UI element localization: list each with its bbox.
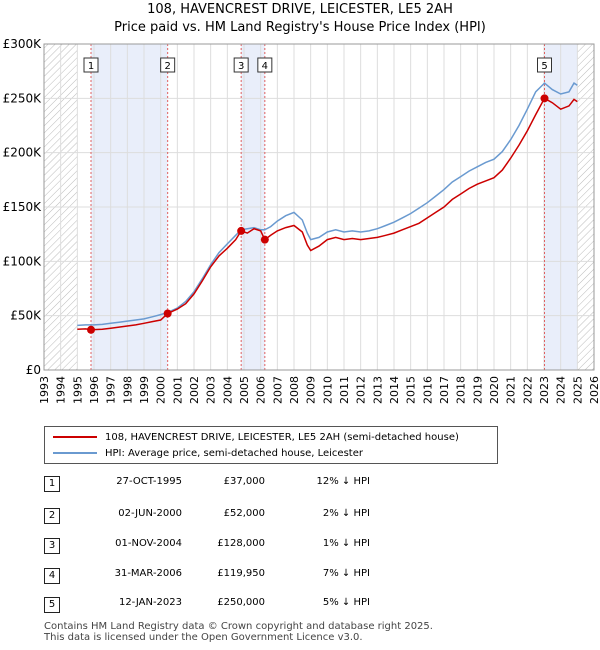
x-tick-label: 1998 xyxy=(121,376,134,404)
y-tick-label: £250K xyxy=(3,91,43,105)
x-tick-label: 2015 xyxy=(405,376,418,404)
x-tick-label: 2020 xyxy=(488,376,501,404)
x-tick-label: 2023 xyxy=(538,376,551,404)
transaction-row: 4 31-MAR-2006 £119,950 7% ↓ HPI xyxy=(0,568,600,584)
transaction-price: £128,000 xyxy=(217,538,265,549)
plot-frame xyxy=(43,43,595,371)
x-tick-label: 2025 xyxy=(571,376,584,404)
x-tick-label: 2003 xyxy=(205,376,218,404)
x-tick-label: 2024 xyxy=(555,376,568,404)
x-tick-label: 1999 xyxy=(138,376,151,404)
x-tick-label: 2000 xyxy=(155,376,168,404)
transaction-number: 1 xyxy=(44,476,60,492)
footer-licence: This data is licensed under the Open Gov… xyxy=(44,632,363,643)
x-tick-label: 2018 xyxy=(455,376,468,404)
sale-point xyxy=(163,309,172,318)
y-tick-label: £0 xyxy=(26,363,41,377)
sale-number-box xyxy=(233,57,249,73)
sale-number-box xyxy=(83,57,99,73)
legend: 108, HAVENCREST DRIVE, LEICESTER, LE5 2A… xyxy=(44,426,498,464)
transaction-price: £119,950 xyxy=(217,568,265,579)
x-tick-label: 1997 xyxy=(105,376,118,404)
transaction-price: £52,000 xyxy=(223,508,265,519)
x-tick-label: 2014 xyxy=(388,376,401,404)
x-tick-label: 2005 xyxy=(238,376,251,404)
y-tick-label: £200K xyxy=(3,146,43,160)
x-tick-label: 1995 xyxy=(71,376,84,404)
transaction-number: 2 xyxy=(44,508,60,524)
x-tick-label: 2022 xyxy=(521,376,534,404)
sale-point xyxy=(260,235,269,244)
x-tick-label: 2026 xyxy=(588,376,600,404)
x-tick-label: 2002 xyxy=(188,376,201,404)
chart-title: 108, HAVENCREST DRIVE, LEICESTER, LE5 2A… xyxy=(147,2,453,17)
x-tick-label: 2017 xyxy=(438,376,451,404)
transaction-date: 12-JAN-2023 xyxy=(118,597,182,608)
sale-point xyxy=(87,325,95,334)
legend-label-hpi: HPI: Average price, semi-detached house,… xyxy=(105,447,363,459)
sale-number-label: 4 xyxy=(262,61,268,72)
x-tick-label: 1996 xyxy=(88,376,101,404)
transaction-date: 31-MAR-2006 xyxy=(114,568,182,579)
x-tick-label: 2012 xyxy=(355,376,368,404)
x-tick-label: 2013 xyxy=(371,376,384,404)
sale-number-box xyxy=(160,57,176,73)
transaction-number: 4 xyxy=(44,568,60,584)
legend-label-property: 108, HAVENCREST DRIVE, LEICESTER, LE5 2A… xyxy=(105,431,459,443)
transaction-row: 1 27-OCT-1995 £37,000 12% ↓ HPI xyxy=(0,476,600,492)
x-tick-label: 2011 xyxy=(338,376,351,404)
y-tick-label: £100K xyxy=(3,254,43,268)
legend-item-property: 108, HAVENCREST DRIVE, LEICESTER, LE5 2A… xyxy=(53,430,459,444)
x-tick-label: 2009 xyxy=(305,376,318,404)
y-tick-label: £300K xyxy=(3,37,43,51)
sale-number-label: 1 xyxy=(88,61,94,72)
transaction-date: 27-OCT-1995 xyxy=(116,476,182,487)
transaction-hpi: 5% ↓ HPI xyxy=(322,597,370,608)
transaction-date: 02-JUN-2000 xyxy=(118,508,182,519)
sale-number-label: 5 xyxy=(541,61,547,72)
x-tick-label: 2007 xyxy=(271,376,284,404)
sale-point xyxy=(237,226,246,235)
x-tick-label: 2010 xyxy=(321,376,334,404)
sale-point xyxy=(540,94,549,103)
sale-number-label: 3 xyxy=(238,61,244,72)
x-tick-label: 2016 xyxy=(421,376,434,404)
sale-number-box xyxy=(257,57,273,73)
transaction-price: £250,000 xyxy=(217,597,265,608)
x-tick-label: 1993 xyxy=(38,376,51,404)
x-tick-label: 2008 xyxy=(288,376,301,404)
transaction-number: 3 xyxy=(44,538,60,554)
chart-subtitle: Price paid vs. HM Land Registry's House … xyxy=(114,20,486,35)
transaction-hpi: 1% ↓ HPI xyxy=(322,538,370,549)
transaction-row: 2 02-JUN-2000 £52,000 2% ↓ HPI xyxy=(0,508,600,524)
y-tick-label: £50K xyxy=(10,309,42,323)
x-tick-label: 2001 xyxy=(171,376,184,404)
transaction-number: 5 xyxy=(44,597,60,613)
legend-swatch-property xyxy=(53,436,97,438)
transaction-hpi: 12% ↓ HPI xyxy=(316,476,370,487)
x-tick-label: 2004 xyxy=(221,376,234,404)
chart-area: 1 2 3 4 5 £0 £50K £100K £150K £200K £250K £300K 1993… xyxy=(3,37,600,404)
y-tick-label: £150K xyxy=(3,200,43,214)
transaction-hpi: 2% ↓ HPI xyxy=(322,508,370,519)
footer-notice: Contains HM Land Registry data © Crown c… xyxy=(44,621,433,643)
transaction-row: 3 01-NOV-2004 £128,000 1% ↓ HPI xyxy=(0,538,600,554)
transaction-row: 5 12-JAN-2023 £250,000 5% ↓ HPI xyxy=(0,597,600,613)
legend-item-hpi: HPI: Average price, semi-detached house,… xyxy=(53,446,363,460)
x-tick-label: 2019 xyxy=(471,376,484,404)
x-tick-label: 2006 xyxy=(255,376,268,404)
footer-copyright: Contains HM Land Registry data © Crown c… xyxy=(44,621,433,632)
transaction-price: £37,000 xyxy=(223,476,265,487)
x-tick-label: 1994 xyxy=(55,376,68,404)
sale-number-label: 2 xyxy=(164,61,170,72)
x-tick-label: 2021 xyxy=(505,376,518,404)
transaction-hpi: 7% ↓ HPI xyxy=(322,568,370,579)
sale-number-box xyxy=(537,57,552,73)
legend-swatch-hpi xyxy=(53,452,97,454)
transaction-date: 01-NOV-2004 xyxy=(115,538,182,549)
